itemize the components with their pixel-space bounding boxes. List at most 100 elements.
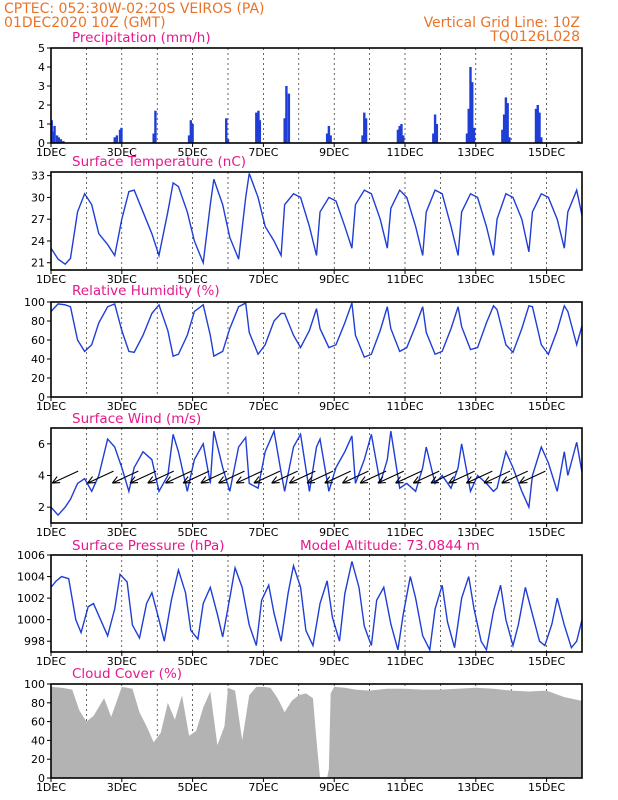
temp-series-line <box>51 173 582 266</box>
wind-wind-arrow <box>111 470 139 484</box>
wind-wind-arrow <box>288 470 316 484</box>
wind-wind-arrow <box>412 470 440 484</box>
precip-xtick-label: 9DEC <box>319 146 349 159</box>
temp-xtick-label: 11DEC <box>386 273 423 286</box>
wind-wind-arrow <box>200 470 228 484</box>
precip-ytick-label: 1 <box>38 118 45 131</box>
humidity-ytick-label: 80 <box>31 315 45 328</box>
wind-wind-arrow <box>483 470 511 484</box>
humidity-xtick-label: 15DEC <box>528 400 565 413</box>
precip-bar <box>187 135 191 143</box>
wind-wind-arrow <box>377 470 405 484</box>
pressure-annotation: Model Altitude: 73.0844 m <box>300 538 480 554</box>
pressure-xtick-label: 11DEC <box>386 655 423 668</box>
cloud-plot-area <box>51 686 582 778</box>
pressure-ytick-label: 1006 <box>17 549 45 562</box>
precip-bar <box>189 120 193 143</box>
wind-wind-arrow <box>430 470 458 484</box>
precip-bar <box>258 120 262 143</box>
wind-ytick-label: 2 <box>38 501 45 514</box>
cloud-xtick-label: 1DEC <box>36 781 66 794</box>
precip-bar <box>538 112 541 143</box>
precip-xtick-label: 5DEC <box>178 146 208 159</box>
humidity-xtick-label: 3DEC <box>107 400 137 413</box>
wind-frame <box>50 427 583 524</box>
precip-bar <box>325 133 329 143</box>
temp-frame <box>50 171 583 271</box>
pressure-title: Surface Pressure (hPa) <box>72 538 225 554</box>
precip-bar <box>504 97 508 143</box>
pressure-ytick-label: 998 <box>24 635 45 648</box>
precip-frame <box>50 47 583 144</box>
wind-wind-arrow <box>448 470 475 484</box>
wind-wind-arrow <box>51 470 79 484</box>
pressure-xtick-label: 7DEC <box>248 655 278 668</box>
temp-xtick-label: 5DEC <box>178 273 208 286</box>
wind-wind-arrow <box>87 470 114 484</box>
wind-wind-arrow <box>147 470 174 484</box>
humidity-ytick-label: 100 <box>24 296 45 309</box>
temp-ytick-label: 30 <box>31 191 45 204</box>
wind-wind-arrow <box>271 470 298 484</box>
header-model-code: TQ0126L028 <box>489 29 580 45</box>
precip-panel: 0 1 2 3 4 5 1DEC 3DEC 5DEC 7DEC 9DEC 11DEC 13DEC 15DE… <box>36 30 583 159</box>
humidity-xtick-label: 11DEC <box>386 400 423 413</box>
precip-bar <box>364 118 368 143</box>
wind-panel: 2 4 6 1DEC 3DEC 5DEC 7DEC 9DEC 11DEC 13DEC 15DEC Su… <box>36 411 583 539</box>
temp-xtick-label: 15DEC <box>528 273 565 286</box>
wind-wind-arrow <box>395 470 422 484</box>
pressure-frame <box>50 554 583 653</box>
precip-bar <box>115 135 119 143</box>
wind-wind-arrow <box>324 470 351 484</box>
precip-bar <box>51 131 54 143</box>
precip-xtick-label: 13DEC <box>457 146 494 159</box>
precip-bar <box>536 105 539 143</box>
precip-ytick-label: 2 <box>38 99 45 112</box>
precip-xtick-label: 11DEC <box>386 146 423 159</box>
humidity-xtick-label: 5DEC <box>178 400 208 413</box>
cloud-ytick-label: 60 <box>31 716 45 729</box>
humidity-xtick-label: 13DEC <box>457 400 494 413</box>
cloud-xtick-label: 5DEC <box>178 781 208 794</box>
precip-bar <box>506 103 509 143</box>
pressure-plot-area <box>51 561 582 652</box>
precip-bar <box>402 135 405 143</box>
wind-wind-arrow <box>342 470 369 484</box>
humidity-frame <box>50 301 583 398</box>
wind-xtick-label: 15DEC <box>528 526 565 539</box>
precip-bar <box>257 110 260 143</box>
precip-plot-area <box>51 67 580 143</box>
precip-bar <box>120 127 123 143</box>
precip-bar <box>396 129 400 143</box>
precip-bar <box>363 112 366 143</box>
wind-wind-arrow <box>182 470 210 484</box>
temp-ytick-label: 33 <box>31 170 45 183</box>
humidity-xtick-label: 9DEC <box>319 400 349 413</box>
pressure-xtick-label: 9DEC <box>319 655 349 668</box>
humidity-plot-area <box>51 302 582 359</box>
cloud-xtick-label: 9DEC <box>319 781 349 794</box>
precip-bar <box>62 141 65 143</box>
wind-wind-arrow <box>306 470 334 484</box>
precip-bar <box>285 86 288 143</box>
temp-ytick-label: 27 <box>31 213 45 226</box>
wind-xtick-label: 9DEC <box>319 526 349 539</box>
precip-bar <box>361 135 364 143</box>
precip-bar <box>508 137 511 143</box>
cloud-xtick-label: 11DEC <box>386 781 423 794</box>
precip-bar <box>59 139 63 143</box>
pressure-ytick-label: 1002 <box>17 592 45 605</box>
precip-ytick-label: 5 <box>38 42 45 55</box>
wind-series-line <box>51 428 582 517</box>
wind-ytick-label: 4 <box>38 470 45 483</box>
pressure-ytick-label: 1000 <box>17 614 45 627</box>
precip-bar <box>287 93 291 143</box>
panels-group: 0 1 2 3 4 5 1DEC 3DEC 5DEC 7DEC 9DEC 11DEC 13DEC 15DE… <box>17 30 583 794</box>
temp-ytick-label: 24 <box>31 235 45 248</box>
cloud-xtick-label: 7DEC <box>248 781 278 794</box>
precip-bar <box>433 114 437 143</box>
cloud-ytick-label: 40 <box>31 734 45 747</box>
wind-wind-arrow <box>253 470 281 484</box>
temp-ytick-label: 21 <box>31 257 45 270</box>
cloud-title: Cloud Cover (%) <box>72 666 182 682</box>
